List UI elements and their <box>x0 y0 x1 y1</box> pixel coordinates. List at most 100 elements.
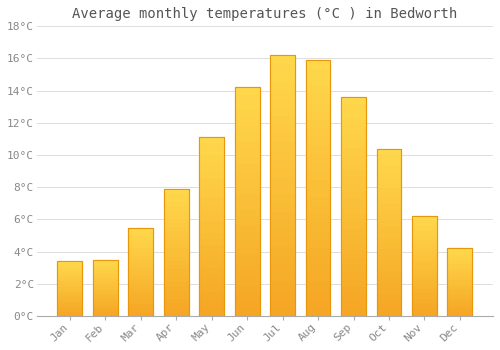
Bar <box>58 261 82 263</box>
Bar <box>58 283 82 285</box>
Bar <box>412 270 437 273</box>
Bar <box>306 256 330 265</box>
Bar <box>412 216 437 316</box>
Bar <box>93 284 118 286</box>
Bar <box>164 282 188 286</box>
Bar <box>128 275 153 278</box>
Bar <box>235 148 260 156</box>
Bar <box>376 210 402 216</box>
Bar <box>341 97 366 104</box>
Bar <box>58 261 82 316</box>
Bar <box>235 217 260 225</box>
Bar <box>93 279 118 280</box>
Bar <box>412 286 437 289</box>
Bar <box>270 186 295 194</box>
Bar <box>306 299 330 308</box>
Bar <box>128 231 153 233</box>
Bar <box>341 134 366 141</box>
Bar <box>93 269 118 271</box>
Bar <box>164 286 188 290</box>
Bar <box>270 255 295 264</box>
Bar <box>58 309 82 311</box>
Bar <box>270 290 295 299</box>
Bar <box>200 191 224 197</box>
Bar <box>376 204 402 210</box>
Bar <box>376 272 402 277</box>
Bar <box>376 294 402 299</box>
Bar <box>270 64 295 73</box>
Bar <box>200 197 224 203</box>
Bar <box>235 194 260 202</box>
Bar <box>306 282 330 290</box>
Bar <box>306 60 330 316</box>
Bar <box>376 299 402 305</box>
Bar <box>164 189 188 316</box>
Bar <box>93 310 118 312</box>
Bar <box>376 255 402 260</box>
Bar <box>341 192 366 199</box>
Bar <box>270 151 295 160</box>
Bar <box>164 278 188 282</box>
Bar <box>235 255 260 263</box>
Bar <box>164 236 188 240</box>
Bar <box>128 228 153 316</box>
Bar <box>164 290 188 295</box>
Bar <box>93 312 118 314</box>
Bar <box>93 288 118 290</box>
Bar <box>412 283 437 286</box>
Bar <box>412 243 437 246</box>
Bar <box>412 313 437 316</box>
Bar <box>235 293 260 301</box>
Bar <box>58 276 82 278</box>
Bar <box>58 292 82 294</box>
Bar <box>448 248 472 316</box>
Bar <box>270 229 295 238</box>
Bar <box>93 295 118 297</box>
Bar <box>341 301 366 309</box>
Bar <box>306 128 330 137</box>
Bar <box>448 262 472 264</box>
Bar <box>448 248 472 251</box>
Bar <box>235 171 260 179</box>
Bar <box>58 272 82 274</box>
Bar <box>306 290 330 299</box>
Bar <box>270 81 295 90</box>
Bar <box>306 60 330 69</box>
Bar <box>200 262 224 268</box>
Bar <box>128 284 153 287</box>
Bar <box>235 301 260 308</box>
Bar <box>412 303 437 306</box>
Bar <box>376 288 402 294</box>
Bar <box>412 276 437 280</box>
Bar <box>93 292 118 294</box>
Bar <box>448 314 472 316</box>
Bar <box>58 290 82 292</box>
Bar <box>412 230 437 233</box>
Bar <box>58 289 82 290</box>
Bar <box>412 296 437 300</box>
Bar <box>448 266 472 269</box>
Bar <box>306 265 330 273</box>
Bar <box>448 296 472 298</box>
Bar <box>128 233 153 236</box>
Bar <box>376 160 402 166</box>
Bar <box>164 265 188 270</box>
Bar <box>164 223 188 227</box>
Bar <box>235 240 260 247</box>
Bar <box>376 310 402 316</box>
Bar <box>235 88 260 316</box>
Bar <box>412 266 437 270</box>
Bar <box>93 301 118 303</box>
Bar <box>164 193 188 197</box>
Bar <box>128 313 153 316</box>
Bar <box>235 286 260 293</box>
Bar <box>58 263 82 265</box>
Bar <box>93 260 118 262</box>
Bar <box>93 307 118 309</box>
Bar <box>306 86 330 94</box>
Bar <box>376 171 402 176</box>
Bar <box>164 308 188 312</box>
Bar <box>58 303 82 305</box>
Bar <box>306 94 330 103</box>
Bar <box>93 275 118 276</box>
